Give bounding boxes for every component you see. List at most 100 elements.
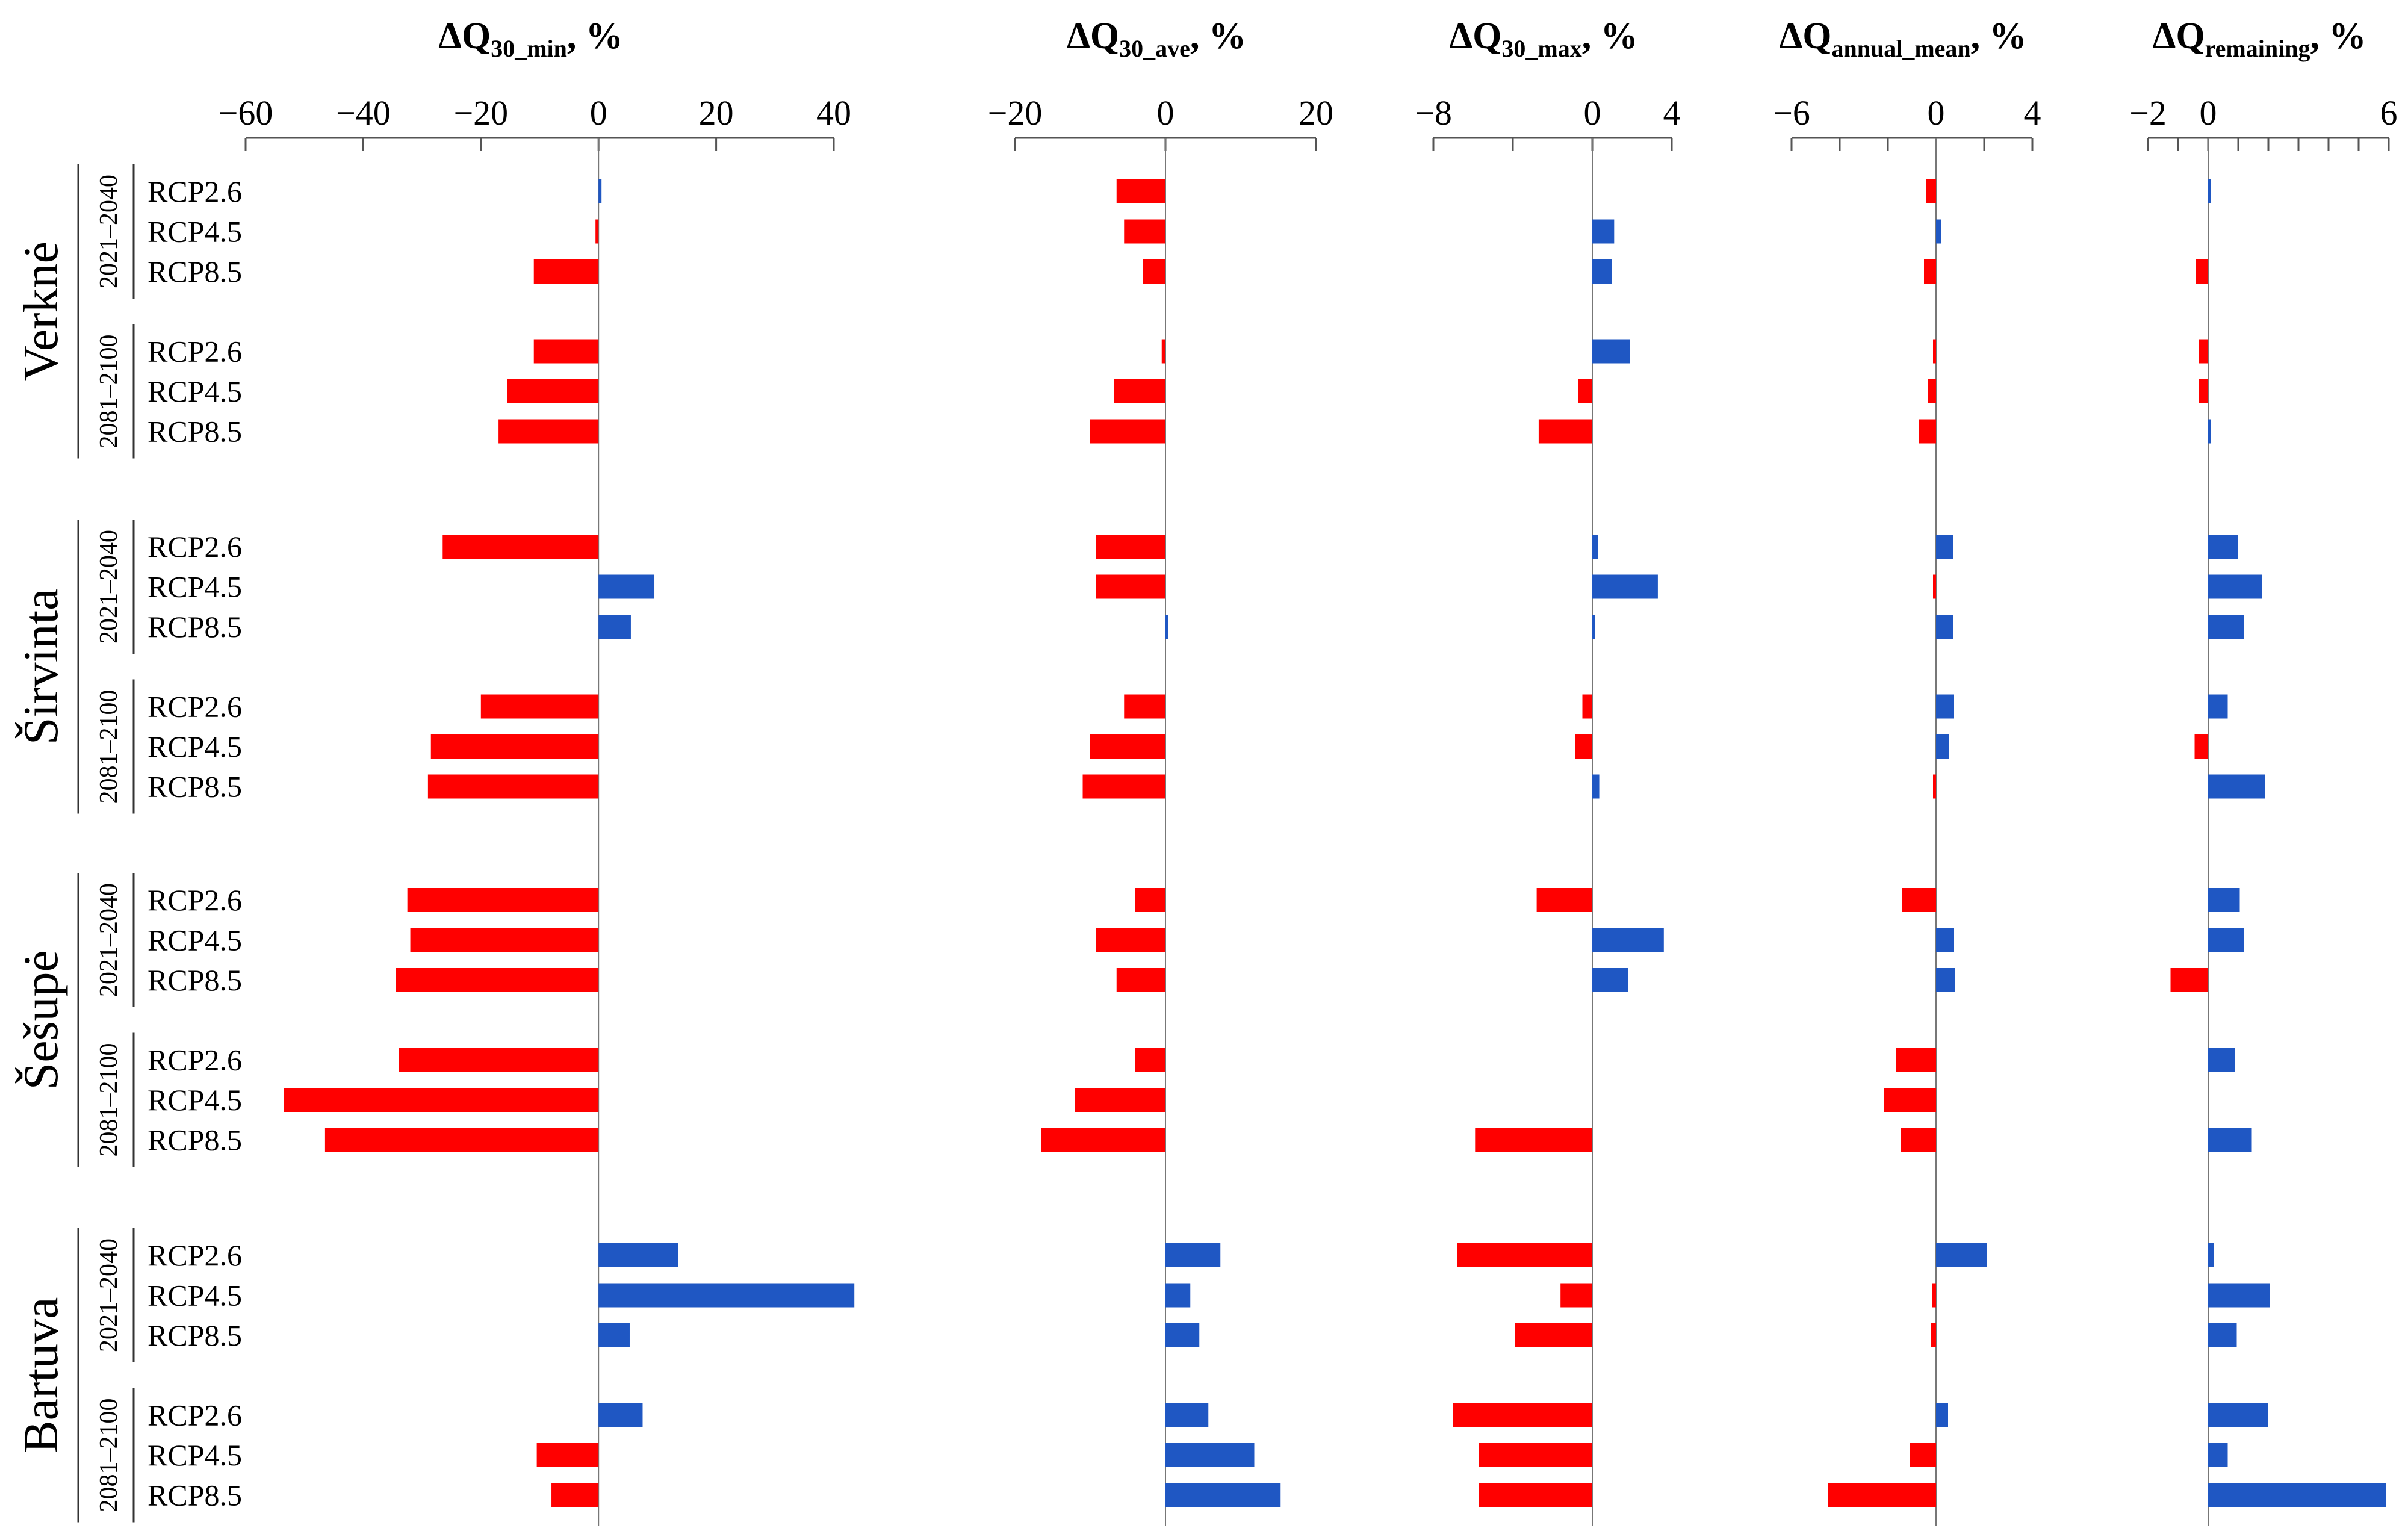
bar bbox=[1933, 574, 1936, 599]
bar bbox=[1592, 928, 1664, 952]
bar bbox=[2208, 574, 2262, 599]
bar bbox=[1592, 535, 1598, 559]
bar bbox=[498, 419, 599, 444]
title-main: ΔQ bbox=[2153, 16, 2205, 57]
title-unit: , % bbox=[2310, 16, 2366, 57]
bar bbox=[1828, 1483, 1936, 1507]
bar bbox=[1096, 928, 1165, 952]
scenario-label: RCP8.5 bbox=[147, 610, 242, 644]
period-label: 2081–2100 bbox=[95, 1043, 123, 1157]
bar bbox=[2194, 734, 2208, 759]
title-main: ΔQ bbox=[1067, 16, 1119, 57]
scenario-label: RCP2.6 bbox=[147, 1043, 242, 1077]
panel-qannual: ΔQannual_mean, % −6 0 4 bbox=[1773, 16, 2041, 1526]
bar bbox=[1910, 1443, 1936, 1467]
tick-label: 4 bbox=[2024, 93, 2041, 132]
bar bbox=[1165, 1243, 1221, 1267]
bar bbox=[1124, 219, 1165, 244]
tick-label: −60 bbox=[219, 93, 273, 132]
bar bbox=[1453, 1403, 1592, 1427]
scenario-label: RCP4.5 bbox=[147, 1279, 242, 1312]
scenario-label: RCP2.6 bbox=[147, 1399, 242, 1432]
bar bbox=[1575, 734, 1592, 759]
bar bbox=[2196, 259, 2208, 284]
bar bbox=[1135, 888, 1165, 912]
bar bbox=[1536, 888, 1592, 912]
bar bbox=[2208, 1283, 2270, 1308]
bar bbox=[1936, 734, 1949, 759]
bar bbox=[533, 259, 599, 284]
bar bbox=[1082, 774, 1165, 799]
bar bbox=[2208, 1483, 2386, 1507]
panel-q30max: ΔQ30_max, % −8 0 4 bbox=[1415, 16, 1681, 1526]
scenario-label: RCP2.6 bbox=[147, 335, 242, 368]
scenario-label: RCP8.5 bbox=[147, 255, 242, 288]
title-subscript: annual_mean bbox=[1831, 35, 1970, 62]
bar bbox=[1592, 219, 1615, 244]
river-label: Širvinta bbox=[13, 588, 68, 745]
title-subscript: 30_ave bbox=[1119, 35, 1190, 62]
panel-q30ave: ΔQ30_ave, % −20 0 20 bbox=[988, 16, 1333, 1526]
bar bbox=[1165, 1483, 1281, 1507]
bar bbox=[1165, 1403, 1209, 1427]
bar bbox=[2208, 888, 2240, 912]
bar bbox=[1143, 259, 1165, 284]
scenario-label: RCP4.5 bbox=[147, 374, 242, 408]
title-unit: , % bbox=[1582, 16, 1638, 57]
bar bbox=[1582, 694, 1592, 719]
bar bbox=[2208, 615, 2244, 639]
row-labels: RCP2.6 RCP4.5 RCP8.5 RCP2.6 RCP4.5 RCP8.5 RCP2… bbox=[13, 164, 242, 1523]
title-main: ΔQ bbox=[1779, 16, 1831, 57]
title-subscript: 30_min bbox=[491, 35, 567, 62]
scenario-label: RCP2.6 bbox=[147, 1238, 242, 1272]
title-subscript: 30_max bbox=[1501, 35, 1581, 62]
tick-label: −20 bbox=[988, 93, 1043, 132]
tick-label: 4 bbox=[1663, 93, 1681, 132]
bar bbox=[1931, 1323, 1936, 1347]
bar bbox=[598, 615, 631, 639]
bar bbox=[1560, 1283, 1592, 1308]
bar bbox=[1479, 1443, 1592, 1467]
bar bbox=[1592, 339, 1630, 364]
tick-label: 0 bbox=[1928, 93, 1945, 132]
bar bbox=[1902, 888, 1936, 912]
bar bbox=[2208, 1243, 2214, 1267]
tick-label: −40 bbox=[336, 93, 391, 132]
tick-label: 6 bbox=[2380, 93, 2398, 132]
bar bbox=[442, 535, 599, 559]
river-label: Verknė bbox=[13, 241, 68, 381]
bar bbox=[430, 734, 599, 759]
bar bbox=[1901, 1128, 1936, 1152]
bar bbox=[1090, 734, 1165, 759]
bar bbox=[595, 219, 599, 244]
bar bbox=[533, 339, 599, 364]
period-label: 2021–2040 bbox=[95, 530, 123, 644]
tick-label: 0 bbox=[1157, 93, 1175, 132]
river-label: Šešupė bbox=[13, 950, 68, 1090]
bar bbox=[598, 1243, 678, 1267]
bar bbox=[2208, 1128, 2252, 1152]
bar bbox=[1165, 1283, 1191, 1308]
scenario-label: RCP4.5 bbox=[147, 730, 242, 763]
bar bbox=[1933, 339, 1936, 364]
bar bbox=[2208, 1403, 2268, 1427]
bar bbox=[1936, 219, 1941, 244]
scenario-label: RCP2.6 bbox=[147, 690, 242, 724]
panel-title: ΔQannual_mean, % bbox=[1779, 16, 2026, 62]
bar bbox=[1919, 419, 1936, 444]
bar bbox=[1538, 419, 1592, 444]
tick-label: 20 bbox=[699, 93, 734, 132]
bar bbox=[427, 774, 599, 799]
bar bbox=[1479, 1483, 1592, 1507]
bar bbox=[1936, 1243, 1987, 1267]
bar bbox=[1515, 1323, 1592, 1347]
bar bbox=[2170, 968, 2208, 992]
bar bbox=[1924, 259, 1936, 284]
bar bbox=[1592, 259, 1612, 284]
tick-label: 0 bbox=[1584, 93, 1601, 132]
panel-qremaining: ΔQremaining, % −2 0 6 bbox=[2129, 16, 2398, 1526]
bar bbox=[396, 968, 599, 992]
scenario-label: RCP4.5 bbox=[147, 1438, 242, 1472]
bar bbox=[507, 379, 599, 403]
bar bbox=[1096, 574, 1165, 599]
